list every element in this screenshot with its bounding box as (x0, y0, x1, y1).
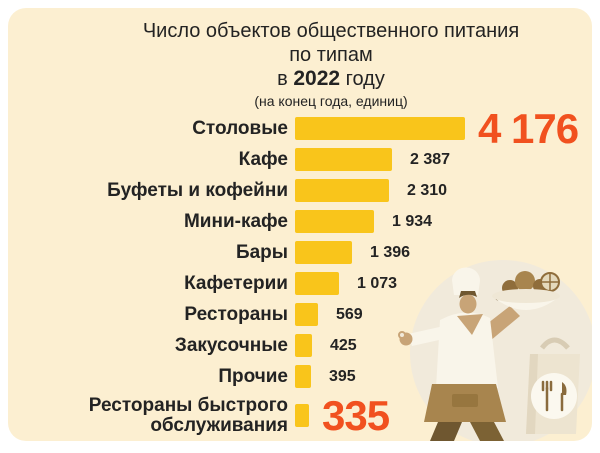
chart-title-line1: Число объектов общественного питания (142, 20, 520, 42)
category-label: Буфеты и кофейни (107, 179, 288, 201)
chart-title-line2: по типам (289, 44, 373, 66)
takeout-bag (526, 337, 580, 434)
infographic-card: Число объектов общественного питания по … (8, 8, 592, 441)
value-label: 1 934 (392, 212, 433, 230)
bar (295, 117, 465, 140)
value-label: 2 387 (410, 150, 451, 168)
title-year-suffix: году (345, 68, 385, 90)
chart-title-line3: в 2022 году (70, 67, 592, 91)
value-label: 1 396 (370, 243, 411, 261)
chart-header: Число объектов общественного питания по … (8, 8, 592, 111)
chart-subtitle: (на конец года, единиц) (254, 93, 408, 109)
category-label: Кафе (238, 148, 288, 170)
value-label-highlighted: 4 176 (478, 105, 579, 152)
chart-row: Кафе 2 387 (8, 148, 592, 171)
fork-knife-icon (541, 380, 567, 412)
bar (295, 272, 339, 295)
chart-row: Рестораны 569 (8, 303, 592, 326)
chart-row: Бары 1 396 (8, 241, 592, 264)
value-label: 2 310 (407, 181, 448, 199)
bar (295, 365, 311, 388)
bar-chart: Столовые 4 176 Кафе 2 387 Буфеты и кофей… (8, 105, 592, 440)
category-label: Бары (235, 241, 288, 263)
bar (295, 148, 392, 171)
bar (295, 303, 318, 326)
category-label: Прочие (218, 365, 288, 387)
category-label: Рестораны (184, 303, 288, 325)
title-year: 2022 (293, 67, 341, 90)
category-label: Столовые (192, 117, 288, 139)
value-label: 569 (336, 305, 363, 323)
value-label-highlighted: 335 (322, 392, 390, 440)
bar (295, 179, 389, 202)
chef-figure (398, 267, 520, 441)
category-label: Кафетерии (184, 272, 288, 294)
chart-row: Кафетерии 1 073 (8, 272, 592, 295)
chart-row: Прочие 395 (8, 365, 592, 388)
bar (295, 210, 374, 233)
title-year-prefix: в (277, 68, 288, 90)
value-label: 1 073 (357, 274, 398, 292)
category-label: Закусочные (174, 334, 288, 356)
value-label: 395 (329, 367, 356, 385)
chart-row: Столовые 4 176 (8, 105, 592, 152)
category-label: Рестораны быстрого обслуживания (88, 395, 288, 436)
chef-illustration (398, 260, 592, 441)
bar (295, 404, 309, 428)
chart-row: Закусочные 425 (8, 334, 592, 357)
chart-row: Мини-кафе 1 934 (8, 210, 592, 233)
chart-row: Рестораны быстрого обслуживания 335 (8, 392, 592, 440)
category-label: Мини-кафе (183, 210, 288, 232)
bar (295, 241, 352, 264)
salad-bowl (492, 271, 560, 310)
bar (295, 334, 312, 357)
value-label: 425 (330, 336, 357, 354)
chart-row: Буфеты и кофейни 2 310 (8, 179, 592, 202)
